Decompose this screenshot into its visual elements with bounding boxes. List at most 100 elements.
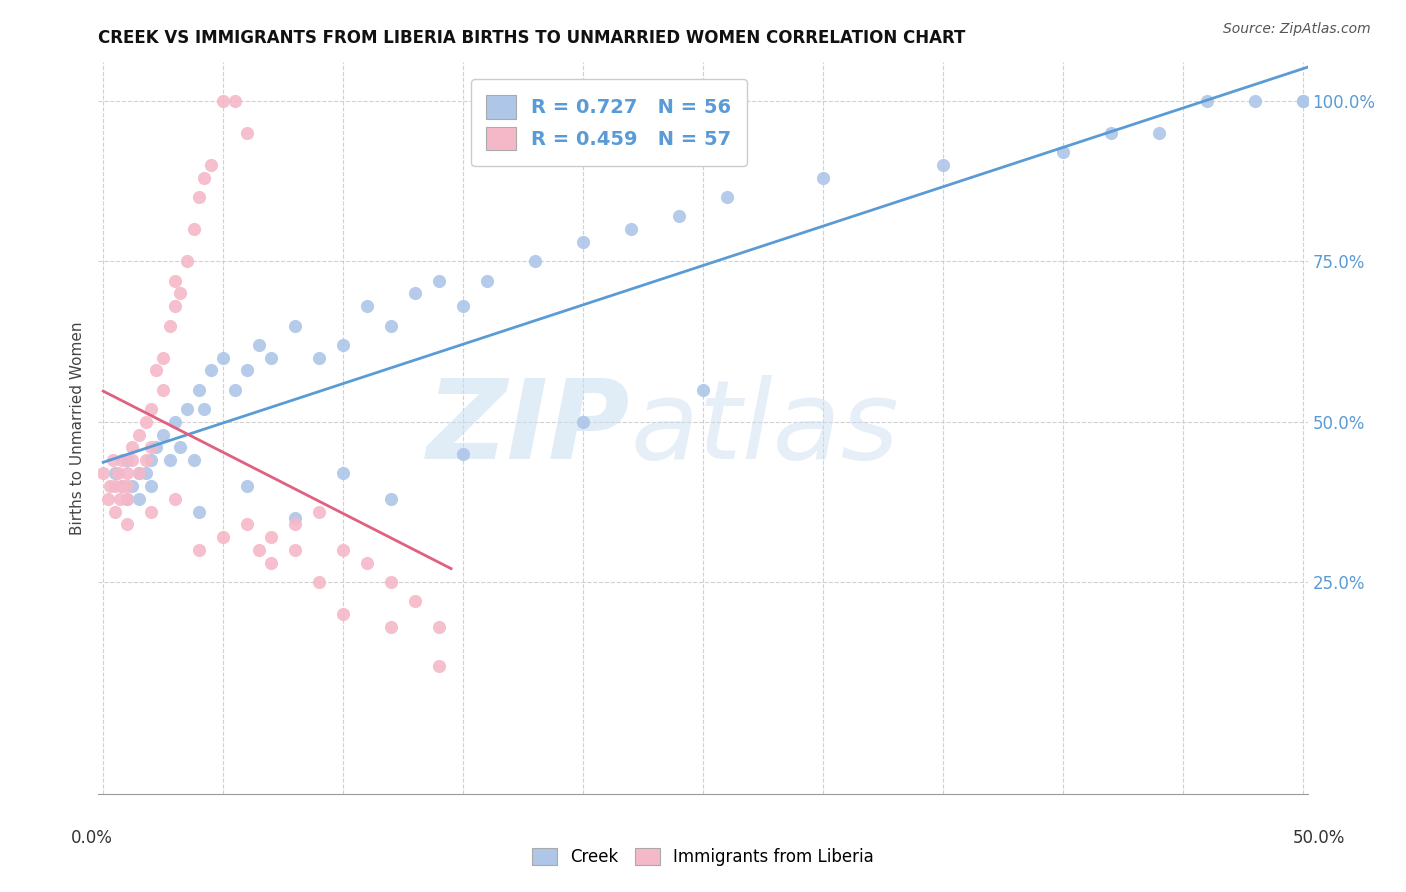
Point	[404, 594, 426, 608]
Point	[212, 94, 235, 108]
Point	[145, 441, 167, 455]
Text: 50.0%: 50.0%	[1292, 829, 1346, 847]
Text: ZIP: ZIP	[427, 375, 630, 482]
Point	[145, 363, 167, 377]
Point	[193, 170, 215, 185]
Point	[115, 466, 138, 480]
Point	[165, 299, 187, 313]
Point	[115, 517, 138, 532]
Point	[284, 517, 307, 532]
Point	[104, 505, 127, 519]
Point	[332, 337, 354, 351]
Y-axis label: Births to Unmarried Women: Births to Unmarried Women	[69, 321, 84, 535]
Point	[1292, 94, 1315, 108]
Point	[260, 556, 283, 570]
Point	[380, 575, 402, 590]
Text: 0.0%: 0.0%	[70, 829, 112, 847]
Point	[128, 427, 150, 442]
Point	[111, 479, 134, 493]
Point	[193, 401, 215, 416]
Point	[141, 479, 163, 493]
Point	[159, 453, 181, 467]
Point	[932, 158, 955, 172]
Point	[141, 505, 163, 519]
Point	[1292, 94, 1315, 108]
Point	[165, 274, 187, 288]
Point	[451, 299, 474, 313]
Text: CREEK VS IMMIGRANTS FROM LIBERIA BIRTHS TO UNMARRIED WOMEN CORRELATION CHART: CREEK VS IMMIGRANTS FROM LIBERIA BIRTHS …	[98, 29, 966, 47]
Point	[176, 401, 198, 416]
Point	[115, 491, 138, 506]
Point	[104, 479, 127, 493]
Point	[1099, 126, 1122, 140]
Point	[356, 556, 378, 570]
Point	[141, 401, 163, 416]
Point	[427, 620, 450, 634]
Point	[128, 466, 150, 480]
Point	[224, 383, 246, 397]
Point	[108, 491, 131, 506]
Point	[1195, 94, 1218, 108]
Point	[332, 543, 354, 558]
Point	[380, 318, 402, 333]
Point	[332, 607, 354, 622]
Point	[572, 235, 595, 249]
Point	[141, 441, 163, 455]
Point	[97, 491, 120, 506]
Point	[101, 453, 124, 467]
Point	[183, 453, 205, 467]
Point	[308, 505, 330, 519]
Point	[115, 491, 138, 506]
Point	[212, 530, 235, 544]
Point	[188, 505, 211, 519]
Point	[200, 363, 222, 377]
Text: Source: ZipAtlas.com: Source: ZipAtlas.com	[1223, 22, 1371, 37]
Point	[236, 479, 259, 493]
Point	[141, 453, 163, 467]
Point	[692, 383, 714, 397]
Point	[115, 479, 138, 493]
Point	[152, 351, 174, 365]
Point	[308, 575, 330, 590]
Point	[716, 190, 738, 204]
Point	[247, 337, 270, 351]
Point	[135, 415, 157, 429]
Point	[308, 351, 330, 365]
Point	[100, 479, 122, 493]
Point	[159, 318, 181, 333]
Point	[1052, 145, 1074, 160]
Point	[247, 543, 270, 558]
Legend: Creek, Immigrants from Liberia: Creek, Immigrants from Liberia	[523, 840, 883, 875]
Point	[121, 441, 143, 455]
Point	[200, 158, 222, 172]
Point	[668, 210, 690, 224]
Point	[165, 415, 187, 429]
Point	[260, 351, 283, 365]
Point	[427, 274, 450, 288]
Point	[1147, 126, 1170, 140]
Point	[475, 274, 498, 288]
Point	[128, 491, 150, 506]
Point	[107, 466, 129, 480]
Point	[169, 441, 191, 455]
Point	[212, 351, 235, 365]
Point	[91, 466, 114, 480]
Point	[620, 222, 643, 236]
Point	[165, 491, 187, 506]
Point	[183, 222, 205, 236]
Point	[188, 543, 211, 558]
Point	[121, 453, 143, 467]
Text: atlas: atlas	[630, 375, 898, 482]
Point	[404, 286, 426, 301]
Point	[260, 530, 283, 544]
Point	[115, 453, 138, 467]
Point	[224, 94, 246, 108]
Point	[332, 466, 354, 480]
Point	[176, 254, 198, 268]
Point	[284, 543, 307, 558]
Point	[811, 170, 834, 185]
Point	[111, 479, 134, 493]
Point	[380, 491, 402, 506]
Point	[236, 363, 259, 377]
Point	[356, 299, 378, 313]
